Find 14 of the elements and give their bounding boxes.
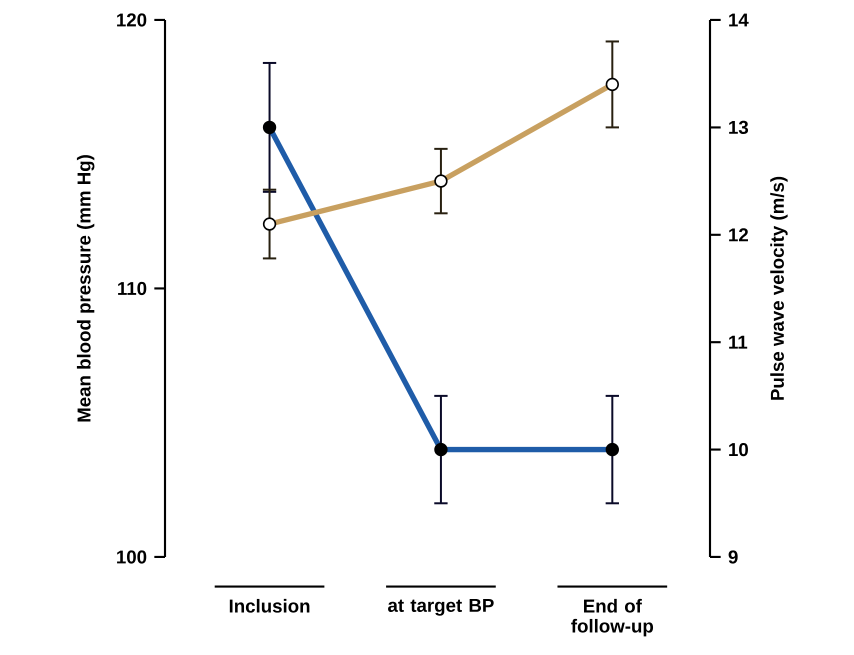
y-tick-label: 110 (118, 282, 146, 296)
x-tick-label: at target BP (388, 598, 494, 616)
y2-tick-label: 12 (729, 228, 748, 242)
y-tick-label: 100 (117, 550, 146, 564)
y2-axis-title: Pulse wave velocity (m/s) (770, 176, 788, 400)
y2-tick-label: 10 (729, 442, 748, 456)
y-axis-title: Mean blood pressure (mm Hg) (76, 155, 94, 422)
x-tick-label: End of follow-up (571, 598, 654, 636)
y2-tick-label: 11 (729, 336, 748, 349)
y2-tick-label: 14 (729, 14, 749, 26)
y2-tick-label: 13 (729, 120, 748, 134)
y-tick-label: 120 (117, 13, 146, 27)
y2-tick-label: 9 (728, 550, 738, 564)
x-tick-label: Inclusion (230, 598, 310, 613)
